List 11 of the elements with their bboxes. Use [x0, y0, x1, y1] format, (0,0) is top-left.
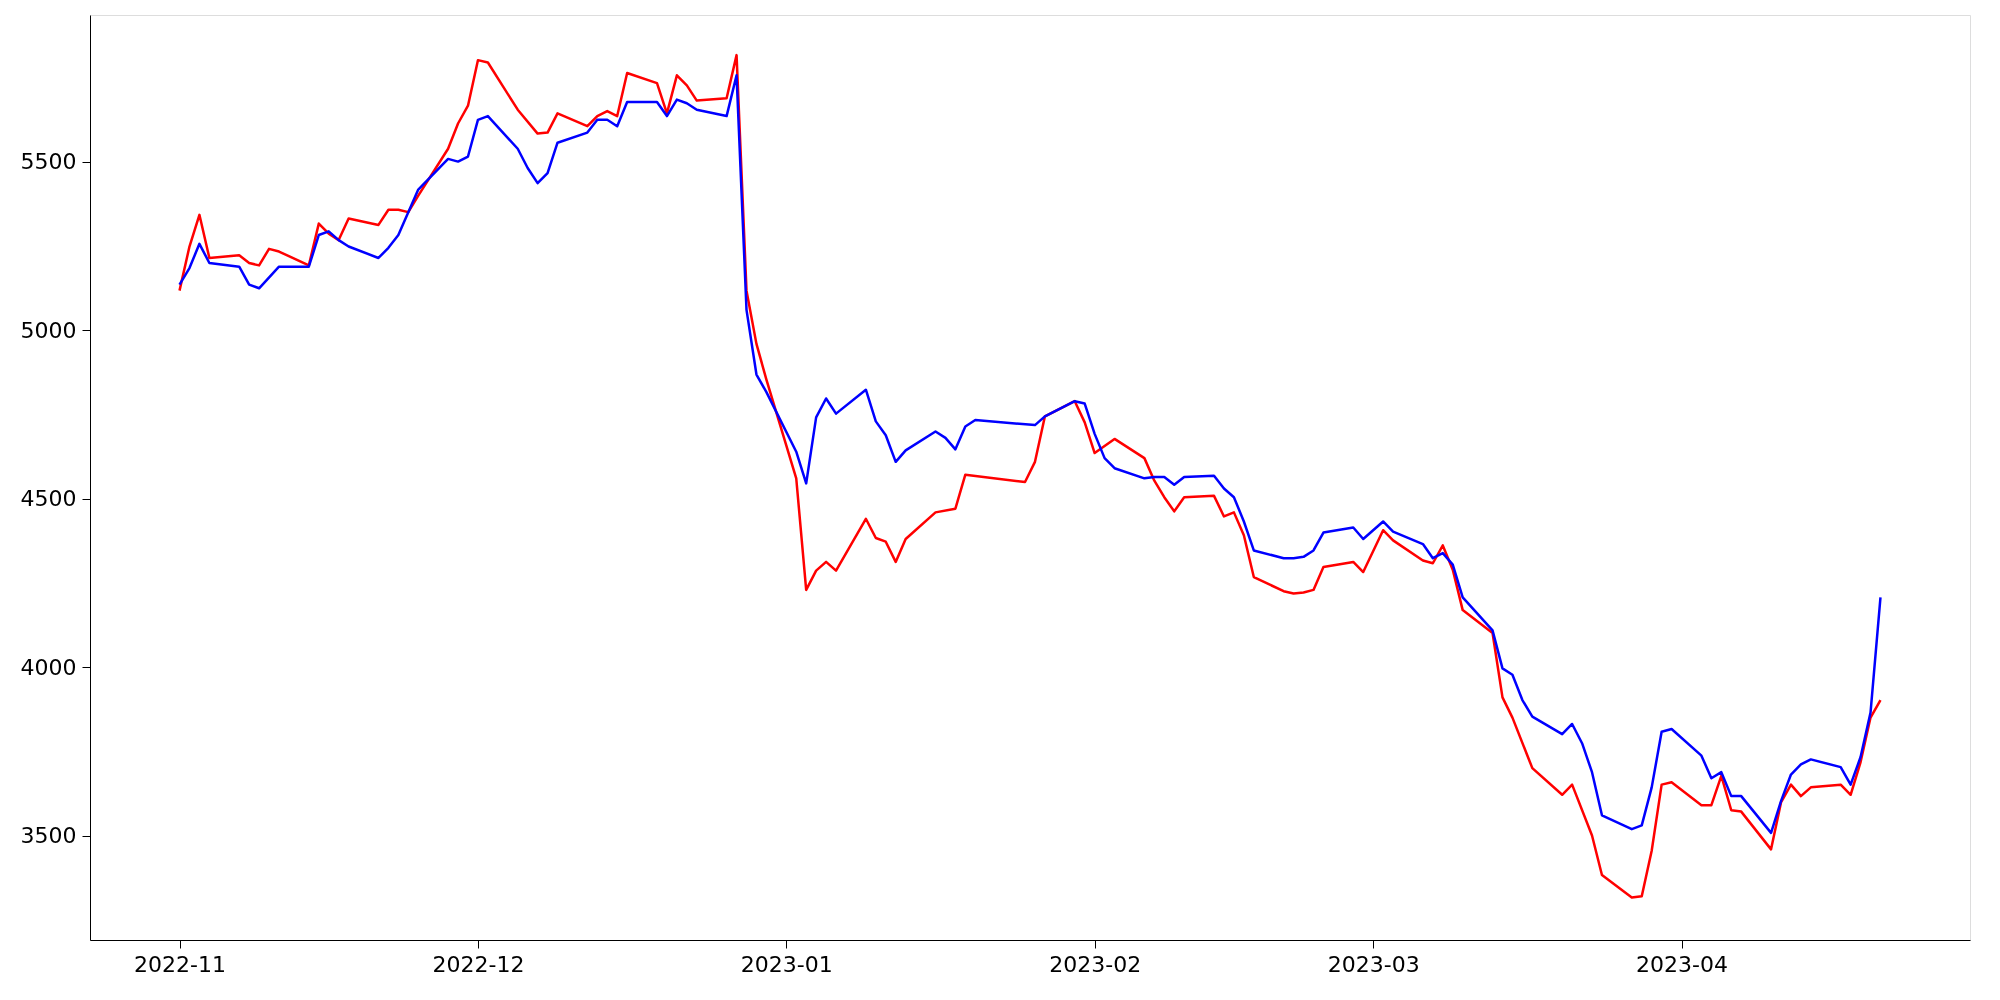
- y-tick-label: 5500: [20, 149, 77, 175]
- x-tick-label: 2022-12: [432, 951, 525, 977]
- x-tick-label: 2023-03: [1327, 951, 1420, 977]
- y-tick-label: 5000: [20, 317, 77, 343]
- y-tick-label: 3500: [20, 823, 77, 849]
- y-tick-label: 4500: [20, 486, 77, 512]
- y-tick-label: 4000: [20, 654, 77, 680]
- x-tick-label: 2023-02: [1049, 951, 1142, 977]
- x-tick-label: 2022-11: [134, 951, 226, 977]
- x-tick-label: 2023-04: [1636, 951, 1728, 977]
- x-tick-label: 2023-01: [740, 951, 833, 977]
